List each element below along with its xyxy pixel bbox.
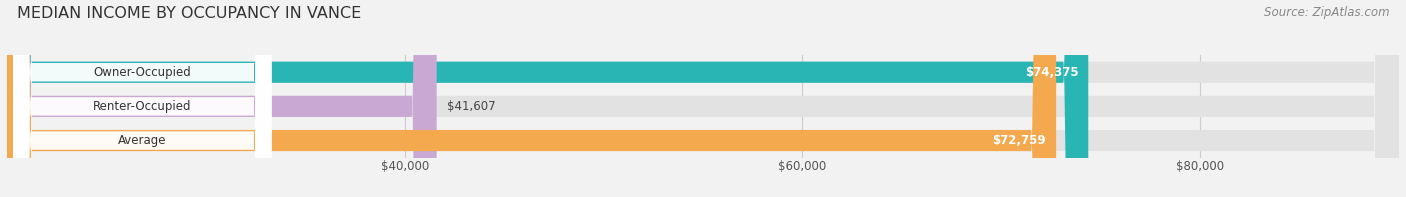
FancyBboxPatch shape — [7, 0, 1399, 197]
FancyBboxPatch shape — [7, 0, 437, 197]
Text: $74,375: $74,375 — [1025, 66, 1078, 79]
FancyBboxPatch shape — [7, 0, 1056, 197]
FancyBboxPatch shape — [13, 0, 271, 197]
FancyBboxPatch shape — [13, 0, 271, 197]
Text: Source: ZipAtlas.com: Source: ZipAtlas.com — [1264, 6, 1389, 19]
Text: Average: Average — [118, 134, 166, 147]
Text: Owner-Occupied: Owner-Occupied — [93, 66, 191, 79]
Text: $72,759: $72,759 — [993, 134, 1046, 147]
Text: Renter-Occupied: Renter-Occupied — [93, 100, 191, 113]
FancyBboxPatch shape — [7, 0, 1399, 197]
FancyBboxPatch shape — [13, 0, 271, 197]
FancyBboxPatch shape — [7, 0, 1399, 197]
Text: MEDIAN INCOME BY OCCUPANCY IN VANCE: MEDIAN INCOME BY OCCUPANCY IN VANCE — [17, 6, 361, 21]
Text: $41,607: $41,607 — [447, 100, 495, 113]
FancyBboxPatch shape — [7, 0, 1088, 197]
